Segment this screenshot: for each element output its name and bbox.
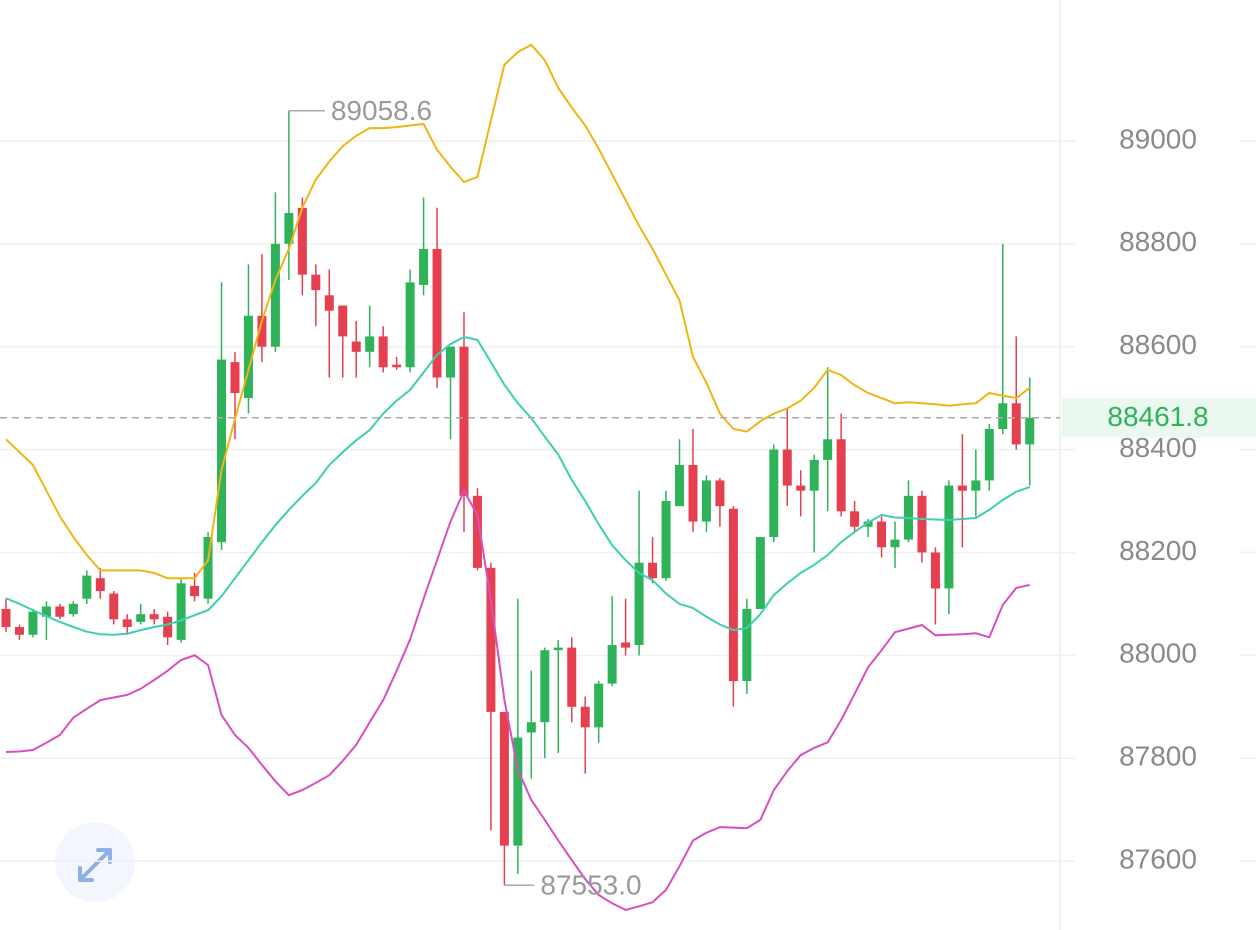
candle-body	[755, 537, 765, 610]
candle-body	[742, 609, 752, 682]
candle-body	[715, 480, 725, 507]
candle-body	[890, 539, 900, 548]
candle-body	[688, 465, 698, 522]
candle-body	[863, 521, 873, 527]
candle-body	[796, 485, 806, 491]
candle-body	[998, 403, 1008, 429]
y-tick-label: 87600	[1119, 843, 1197, 874]
candle-body	[311, 274, 321, 291]
candle-body	[122, 619, 132, 628]
y-tick-label: 88200	[1119, 535, 1197, 566]
candle-body	[513, 737, 523, 846]
candle-body	[984, 428, 994, 481]
candle-body	[621, 642, 631, 648]
candle-body	[163, 616, 173, 638]
candle-body	[270, 243, 280, 347]
last-price-box	[1062, 397, 1256, 438]
candle-body	[136, 614, 146, 622]
candle-body	[499, 711, 509, 846]
high-label: 89058.6	[331, 95, 432, 126]
candle-body	[526, 722, 536, 733]
candle-body	[594, 683, 604, 728]
y-tick-label: 87800	[1119, 741, 1197, 772]
candle-body	[944, 485, 954, 589]
candle-body	[365, 336, 375, 352]
expand-button[interactable]	[55, 822, 135, 902]
candle-body	[634, 562, 644, 646]
y-tick-label: 88600	[1119, 329, 1197, 360]
candle-body	[553, 647, 563, 651]
candle-body	[472, 495, 482, 568]
candle-body	[419, 248, 429, 285]
candle-body	[1, 609, 11, 628]
candle-body	[257, 315, 267, 347]
candle-body	[338, 305, 348, 337]
candle-body	[324, 295, 334, 311]
candle-body	[607, 645, 617, 684]
expand-icon[interactable]	[78, 848, 112, 882]
y-tick-label: 89000	[1119, 123, 1197, 154]
candle-body	[392, 364, 402, 368]
candle-body	[648, 562, 658, 579]
candle-body	[41, 606, 51, 617]
candle-body	[917, 495, 927, 553]
candle-body	[297, 207, 307, 275]
candle-body	[567, 647, 577, 707]
y-tick-label: 88800	[1119, 226, 1197, 257]
band-line	[5, 43, 1031, 580]
candle-body	[55, 606, 65, 617]
candle-body	[378, 336, 388, 368]
candle-body	[769, 449, 779, 538]
expand-bg[interactable]	[55, 822, 135, 902]
candle-body	[28, 611, 38, 635]
candle-body	[728, 508, 738, 682]
candle-body	[782, 449, 792, 486]
candle-body	[203, 537, 213, 599]
candle-body	[95, 578, 105, 592]
low-label: 87553.0	[540, 870, 641, 901]
candle-body	[701, 480, 711, 522]
candle-body	[284, 212, 294, 244]
candle-body	[486, 567, 496, 712]
candle-body	[836, 439, 846, 512]
candle-body	[230, 362, 240, 393]
candle-body	[190, 585, 200, 597]
candle-body	[405, 282, 415, 368]
candle-body	[1011, 403, 1021, 445]
candle-body	[580, 706, 590, 728]
candle-body	[109, 593, 119, 620]
candle-body	[1025, 417, 1035, 445]
candle-body	[432, 248, 442, 378]
band-line	[5, 335, 1031, 636]
candle-body	[877, 521, 887, 548]
candle-body	[809, 459, 819, 491]
candle-body	[351, 341, 361, 352]
candle-body	[68, 603, 78, 615]
candle-body	[823, 439, 833, 460]
candle-body	[957, 485, 967, 491]
candle-body	[446, 346, 456, 378]
candle-body	[176, 583, 186, 640]
candle-body	[217, 359, 227, 543]
candle-body	[82, 575, 92, 599]
y-tick-label: 88000	[1119, 638, 1197, 669]
candle-body	[661, 501, 671, 579]
candle-body	[149, 614, 159, 620]
candle-body	[459, 346, 469, 496]
candle-body	[850, 511, 860, 527]
candle-body	[971, 480, 981, 491]
band-line	[5, 488, 1030, 911]
last-price-label: 88461.8	[1107, 401, 1208, 432]
candle-body	[243, 315, 253, 399]
candle-body	[14, 627, 24, 635]
candle-body	[675, 465, 684, 507]
candle-body	[930, 552, 940, 589]
candle-body	[540, 650, 550, 723]
